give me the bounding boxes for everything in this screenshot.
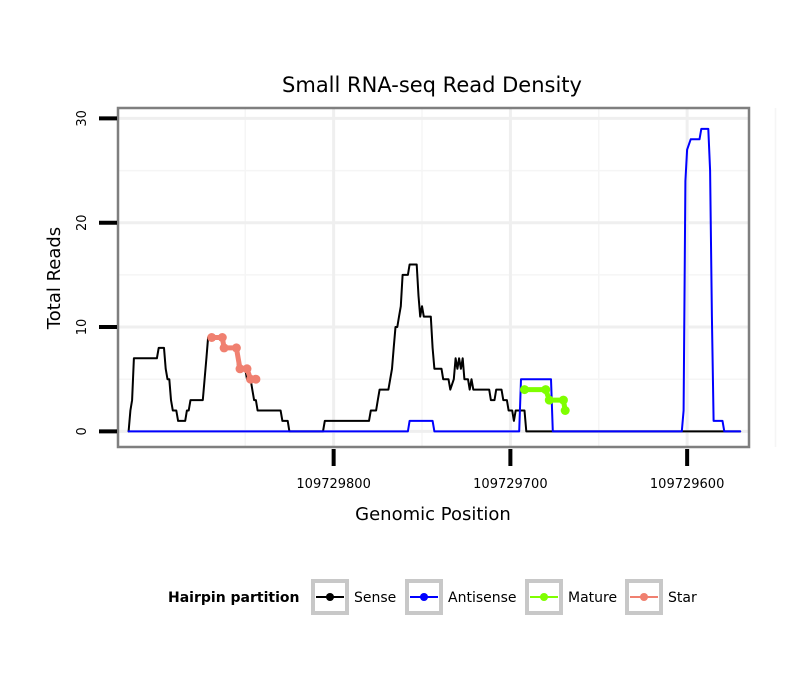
x-tick-label: 109729700 [473, 477, 547, 492]
series-line-antisense [127, 127, 742, 433]
series-layer [127, 127, 742, 433]
data-point-star [242, 364, 252, 374]
x-tick-label: 109729800 [296, 477, 370, 492]
data-point-star [217, 333, 227, 342]
data-point-star [231, 343, 241, 353]
y-tick-label: 30 [75, 110, 90, 127]
data-point-mature [558, 395, 568, 405]
y-tick-label: 0 [75, 427, 90, 435]
data-point-mature [560, 406, 570, 415]
data-point-star [207, 333, 217, 342]
data-point-mature [541, 385, 551, 395]
legend-label-antisense: Antisense [448, 590, 517, 606]
legend-label-sense: Sense [354, 590, 396, 606]
legend-key-point-mature [540, 593, 548, 601]
legend-label-star: Star [668, 590, 697, 606]
chart-title: Small RNA-seq Read Density [282, 73, 582, 97]
data-point-mature [544, 395, 554, 405]
x-axis-label: Genomic Position [355, 504, 511, 525]
series-line-sense [127, 263, 742, 433]
y-tick-label: 10 [75, 319, 90, 336]
legend-key-point-star [640, 593, 648, 601]
x-tick-label: 109729600 [650, 477, 724, 492]
x-axis: 109729800 109729700 109729600 [296, 449, 724, 492]
y-axis: 0 10 20 30 [75, 110, 117, 436]
y-tick-label: 20 [75, 214, 90, 231]
legend-key-point-antisense [420, 593, 428, 601]
legend-label-mature: Mature [568, 590, 617, 606]
legend-key-point-sense [326, 593, 334, 601]
data-point-star [219, 343, 229, 353]
data-point-mature [520, 385, 529, 395]
data-point-star [251, 374, 261, 384]
data-point-star [235, 364, 245, 374]
plot-border [116, 106, 751, 449]
y-axis-label: Total Reads [44, 227, 65, 330]
legend: Hairpin partition Sense Antisense Mature Sta… [168, 579, 697, 615]
legend-title: Hairpin partition [168, 590, 299, 606]
